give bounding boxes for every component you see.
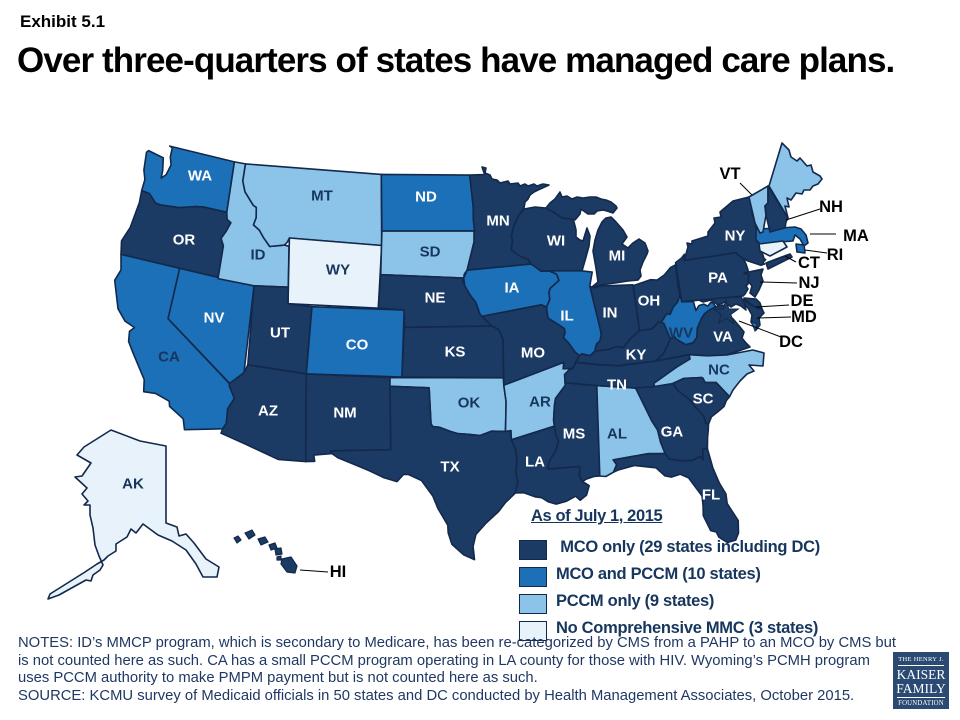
svg-text:HI: HI	[330, 563, 347, 581]
svg-text:DE: DE	[791, 292, 814, 310]
svg-text:MA: MA	[843, 227, 869, 245]
svg-text:SC: SC	[693, 391, 714, 408]
svg-text:NH: NH	[819, 198, 843, 216]
svg-text:KS: KS	[445, 344, 466, 361]
svg-text:AZ: AZ	[258, 403, 278, 420]
svg-text:IL: IL	[560, 308, 573, 325]
svg-text:OR: OR	[173, 232, 196, 249]
svg-text:NY: NY	[725, 228, 746, 245]
svg-text:MN: MN	[486, 213, 509, 230]
svg-text:NC: NC	[708, 362, 730, 379]
svg-text:MI: MI	[609, 248, 626, 265]
svg-text:RI: RI	[827, 246, 844, 264]
svg-text:CA: CA	[158, 349, 180, 366]
svg-text:NV: NV	[204, 310, 225, 327]
svg-text:WI: WI	[547, 233, 565, 250]
svg-text:AL: AL	[607, 426, 627, 443]
svg-text:MO: MO	[521, 345, 545, 362]
svg-text:PA: PA	[708, 270, 728, 287]
svg-text:GA: GA	[661, 424, 684, 441]
svg-text:UT: UT	[270, 325, 290, 342]
svg-text:TN: TN	[607, 377, 627, 394]
svg-text:DC: DC	[779, 333, 803, 351]
svg-text:MT: MT	[311, 188, 333, 205]
svg-text:ID: ID	[251, 247, 266, 264]
svg-text:CT: CT	[798, 254, 820, 272]
svg-text:LA: LA	[525, 454, 545, 471]
svg-text:SD: SD	[420, 244, 441, 261]
svg-text:MD: MD	[791, 308, 817, 326]
svg-text:KY: KY	[626, 347, 647, 364]
svg-text:WV: WV	[669, 325, 693, 342]
svg-text:IN: IN	[603, 305, 618, 322]
svg-text:IA: IA	[505, 280, 520, 297]
svg-text:VT: VT	[719, 165, 740, 183]
svg-text:WY: WY	[326, 262, 350, 279]
svg-text:ND: ND	[415, 189, 437, 206]
svg-text:MS: MS	[563, 426, 586, 443]
svg-text:CO: CO	[346, 337, 369, 354]
svg-text:WA: WA	[188, 168, 212, 185]
svg-text:NM: NM	[333, 405, 356, 422]
svg-text:NE: NE	[425, 290, 446, 307]
svg-text:OK: OK	[458, 395, 481, 412]
svg-text:AR: AR	[529, 394, 551, 411]
svg-text:TX: TX	[440, 459, 459, 476]
svg-text:OH: OH	[638, 293, 661, 310]
svg-text:FL: FL	[702, 487, 720, 504]
svg-text:NJ: NJ	[798, 274, 819, 292]
svg-text:VA: VA	[713, 329, 733, 346]
svg-text:AK: AK	[122, 476, 144, 493]
